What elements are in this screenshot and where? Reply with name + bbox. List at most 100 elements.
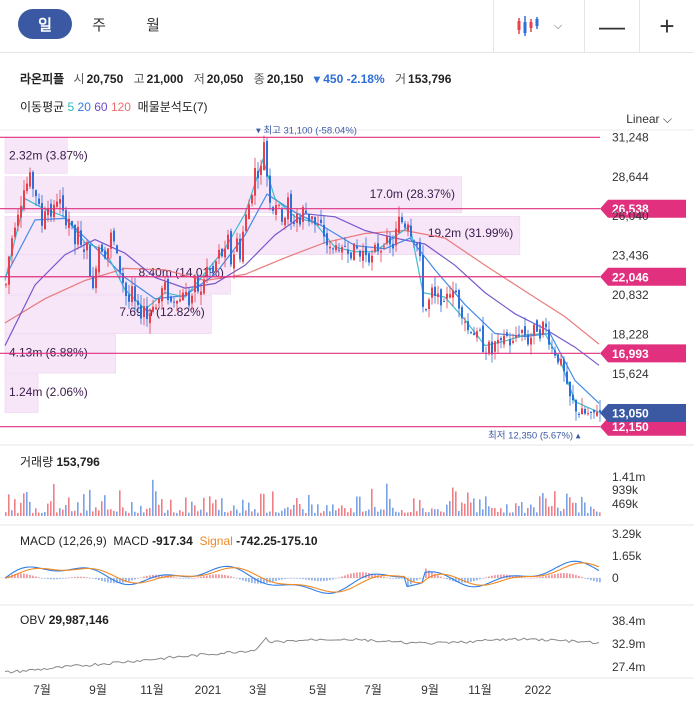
- candle-body: [128, 294, 130, 302]
- macd-histogram-bar: [20, 573, 22, 578]
- tab-monthly[interactable]: 월: [146, 16, 160, 34]
- price-level-label: 16,993: [612, 347, 649, 361]
- macd-histogram-bar: [530, 577, 532, 579]
- macd-histogram-bar: [260, 578, 262, 584]
- candle-body: [119, 256, 121, 273]
- tab-daily[interactable]: 일: [18, 9, 72, 39]
- chart-type-selector[interactable]: ⌵: [493, 0, 584, 52]
- indicator-legend[interactable]: 이동평균 5 20 60 120 매물분석도(7): [20, 98, 208, 115]
- tab-weekly[interactable]: 주: [92, 16, 106, 34]
- candle-body: [65, 210, 67, 226]
- scale-selector[interactable]: Linear ⌵: [626, 112, 672, 127]
- volume-bar: [371, 488, 373, 516]
- y-axis-tick-label: 15,624: [612, 367, 649, 381]
- candle-body: [584, 409, 586, 414]
- macd-histogram-bar: [158, 574, 160, 578]
- candle-body: [599, 410, 601, 413]
- volume-bar: [119, 490, 121, 516]
- volume-bar: [407, 512, 409, 516]
- macd-histogram-bar: [599, 578, 601, 583]
- macd-histogram-bar: [446, 578, 448, 580]
- volume-bar: [230, 510, 232, 516]
- candle-body: [257, 170, 259, 179]
- candle-body: [251, 195, 253, 204]
- volume-bar: [386, 483, 388, 516]
- volume-bar: [134, 511, 136, 516]
- candle-body: [14, 227, 16, 237]
- volume-bar: [542, 493, 544, 516]
- chevron-down-icon: ⌵: [553, 19, 563, 32]
- candle-body: [539, 329, 541, 339]
- volume-bar: [362, 511, 364, 516]
- signal-value: -742.25: [236, 534, 277, 548]
- volume-profile-label: 매물분석도(7): [137, 100, 208, 114]
- macd-histogram-bar: [275, 578, 277, 581]
- macd-histogram-bar: [230, 576, 232, 578]
- candle-body: [176, 300, 178, 304]
- macd-histogram-bar: [398, 578, 400, 579]
- price-level-label: 22,046: [612, 270, 649, 284]
- candle-body: [263, 142, 265, 171]
- volume-bar: [239, 512, 241, 516]
- volume-tick-label: 1.41m: [612, 470, 645, 484]
- volume-bar: [458, 511, 460, 516]
- candle-body: [233, 254, 235, 269]
- volume-bar: [515, 503, 517, 516]
- candle-body: [17, 214, 19, 227]
- macd-histogram-bar: [221, 574, 223, 578]
- macd-histogram-bar: [542, 576, 544, 578]
- macd-histogram-bar: [536, 577, 538, 579]
- ma20-label: 20: [77, 100, 91, 114]
- volume-bar: [599, 512, 601, 516]
- candle-body: [518, 334, 520, 336]
- macd-histogram-bar: [581, 576, 583, 578]
- macd-histogram-bar: [23, 573, 25, 578]
- candle-body: [8, 256, 10, 285]
- volume-bar: [128, 512, 130, 516]
- volume-bar: [53, 483, 55, 516]
- macd-histogram-bar: [548, 575, 550, 578]
- candle-body: [443, 301, 445, 303]
- candle-body: [245, 214, 247, 231]
- macd-histogram-bar: [239, 578, 241, 580]
- candle-body: [35, 190, 37, 197]
- volume-bar: [65, 504, 67, 516]
- volume-bar: [344, 508, 346, 516]
- macd-histogram-bar: [578, 575, 580, 578]
- candle-body: [80, 230, 82, 246]
- obv-value: 29,987,146: [48, 613, 109, 627]
- macd-histogram-bar: [389, 578, 391, 579]
- macd-histogram-bar: [572, 574, 574, 578]
- ma-label: 이동평균: [20, 100, 65, 114]
- volume-title: 거래량: [20, 455, 54, 469]
- candle-body: [563, 359, 565, 372]
- candle-body: [320, 219, 322, 224]
- volume-bar: [572, 502, 574, 516]
- volume-bar: [98, 510, 100, 516]
- candle-body: [578, 414, 580, 416]
- macd-histogram-bar: [110, 578, 112, 583]
- macd-histogram-bar: [182, 578, 184, 579]
- candle-body: [230, 231, 232, 265]
- candle-body: [581, 408, 583, 415]
- y-axis-tick-label: 26,040: [612, 209, 649, 223]
- macd-histogram-bar: [131, 578, 133, 581]
- candle-body: [392, 243, 394, 249]
- volume-bar: [221, 498, 223, 516]
- macd-histogram-bar: [539, 577, 541, 578]
- volume-bar: [356, 496, 358, 516]
- open-value: 20,750: [86, 72, 124, 86]
- ma120-line: [4, 229, 600, 345]
- candle-body: [491, 341, 493, 355]
- volume-bar: [71, 511, 73, 516]
- macd-histogram-bar: [371, 573, 373, 578]
- zoom-out-button[interactable]: —: [584, 0, 639, 52]
- candle-body: [464, 321, 466, 323]
- volume-bar: [275, 512, 277, 516]
- candle-body: [347, 249, 349, 254]
- candle-body: [374, 244, 376, 252]
- macd-histogram-bar: [143, 576, 145, 578]
- candle-body: [242, 231, 244, 262]
- zoom-in-button[interactable]: +: [639, 0, 694, 52]
